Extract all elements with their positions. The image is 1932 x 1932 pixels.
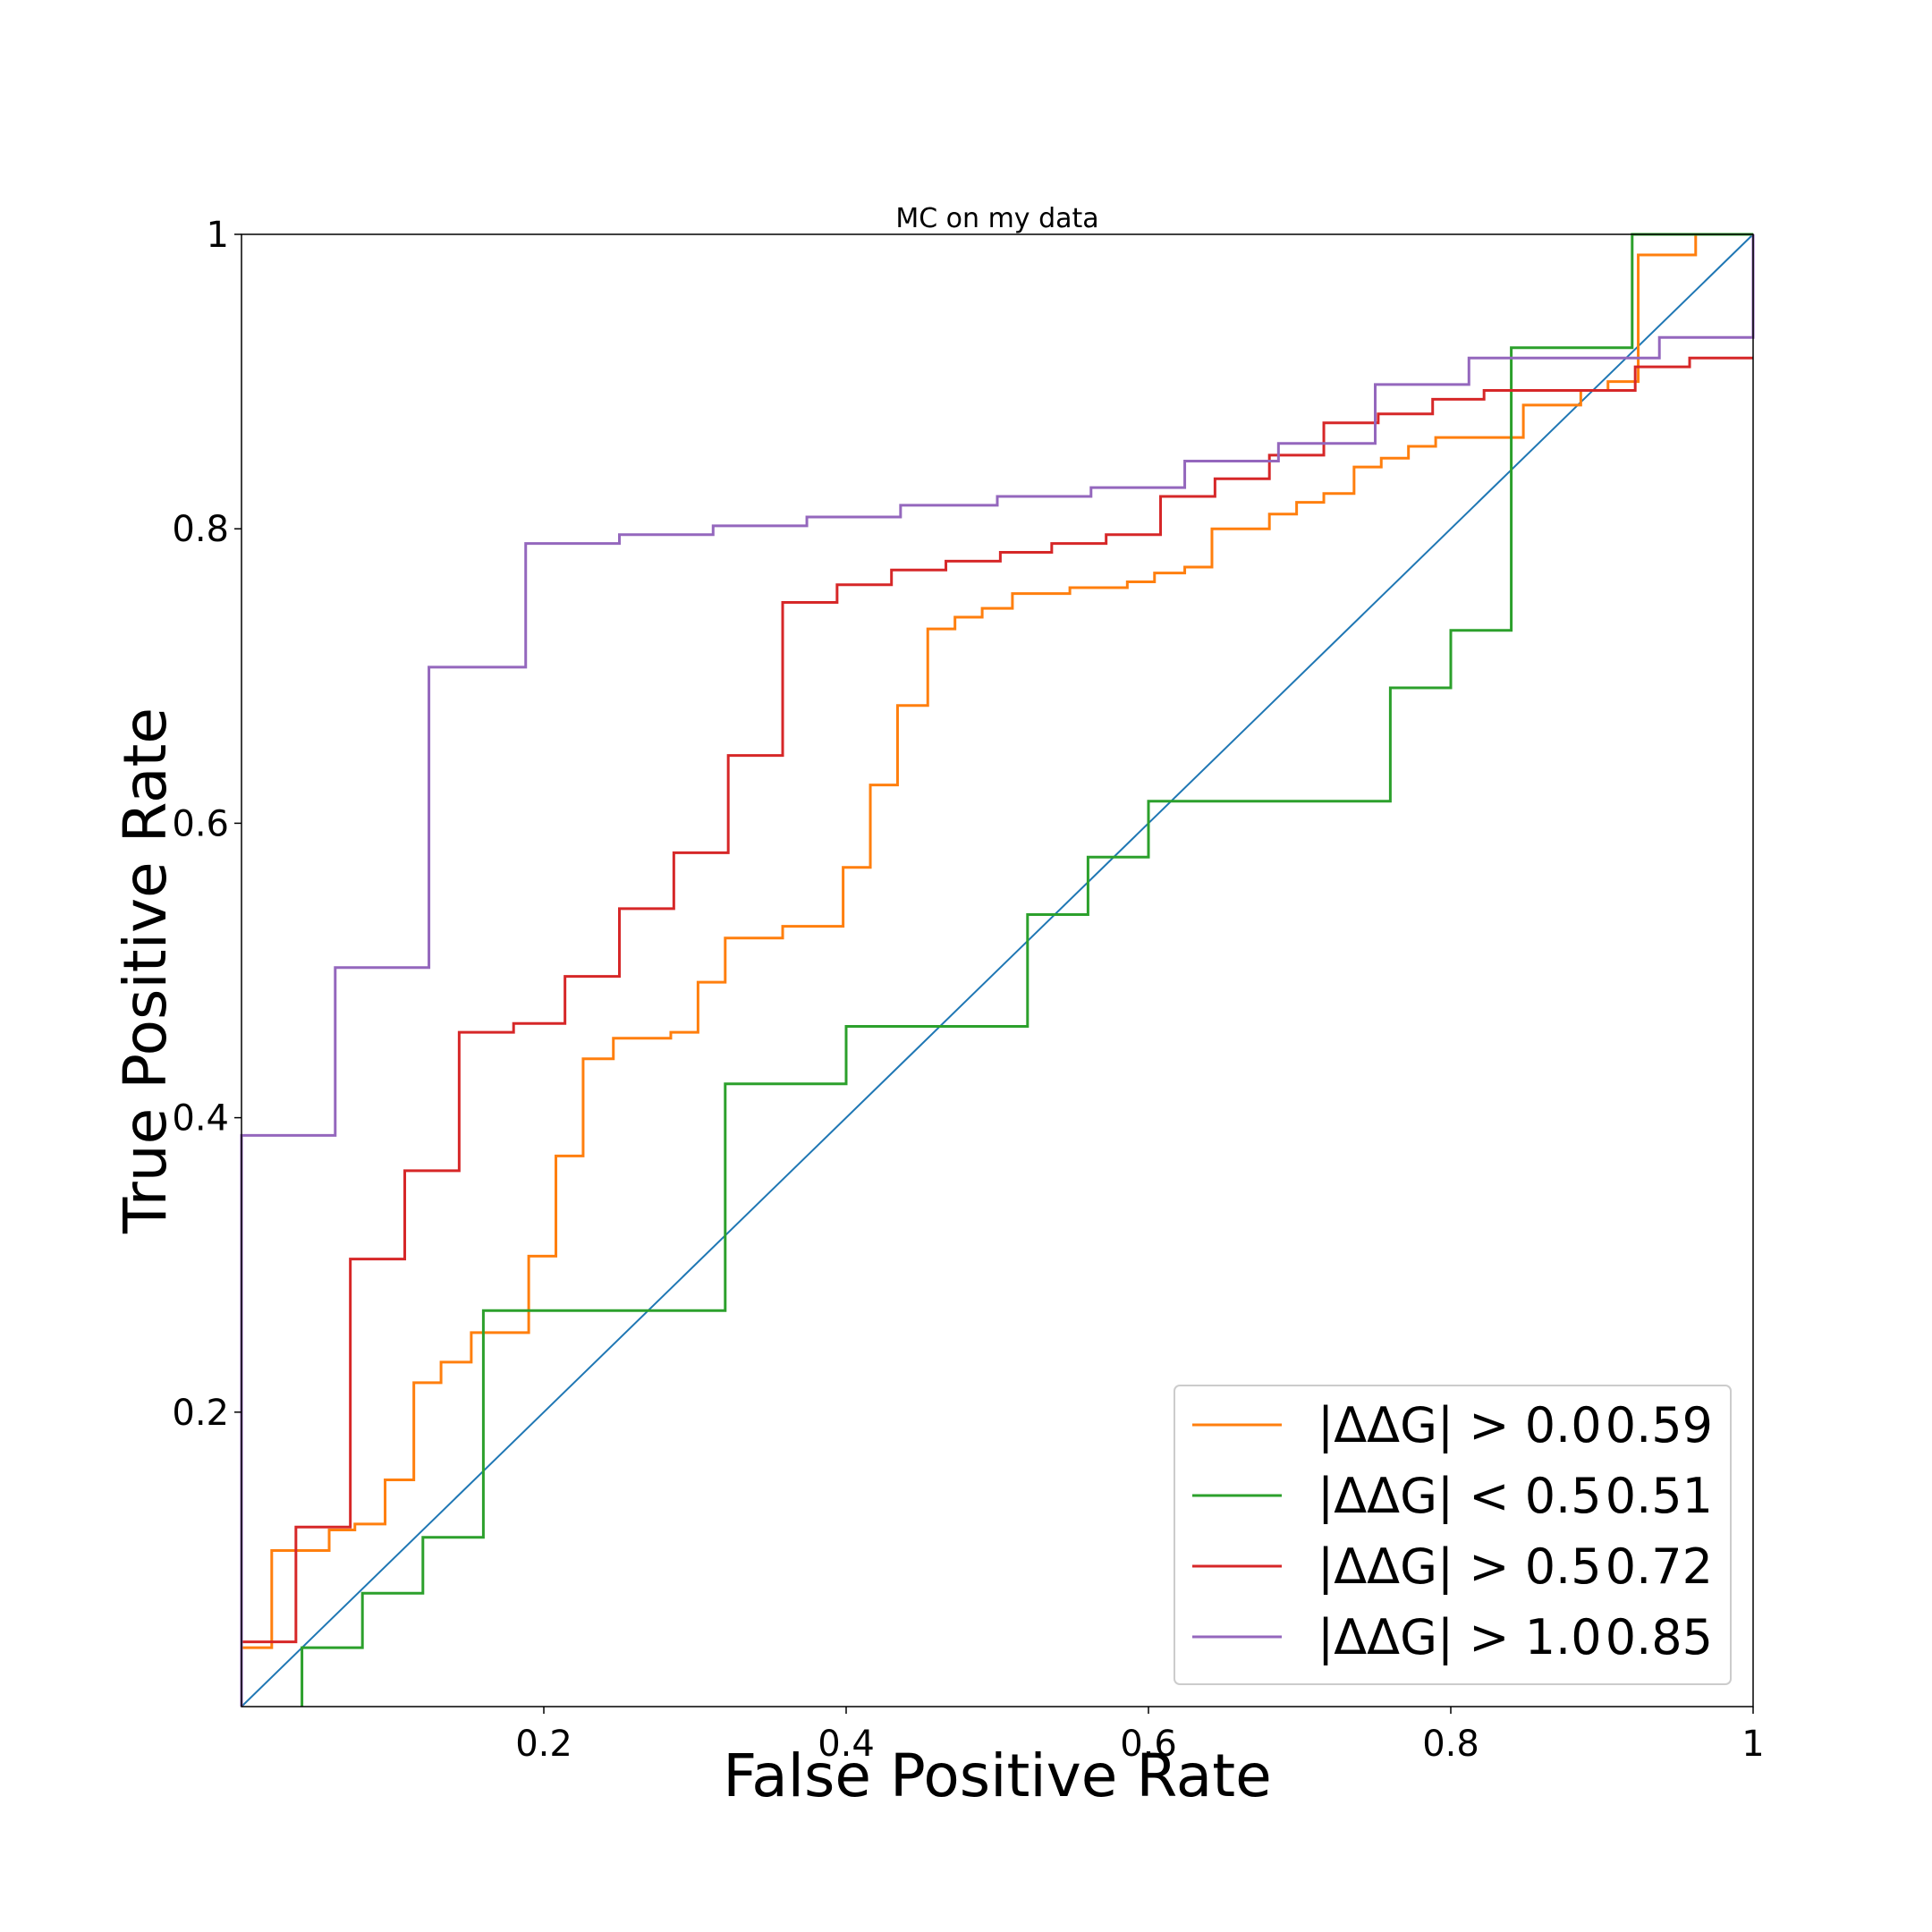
legend-auc-value-1: 0.59 (1606, 1397, 1713, 1453)
roc-series-line-1 (242, 233, 1753, 1649)
x-axis-ticks: 0.2 0.4 0.6 0.8 1 (515, 1707, 1765, 1765)
y-tick-label: 0.4 (172, 1098, 229, 1140)
legend: |ΔΔG| > 0.0 0.59|ΔΔG| < 0.5 0.51|ΔΔG| > 0.… (1174, 1385, 1732, 1685)
x-tick-label: 0.6 (1120, 1724, 1177, 1765)
plot-lines (240, 233, 1755, 1707)
y-tick-label: 0.6 (172, 803, 229, 844)
y-tick-label: 1 (207, 215, 229, 256)
diagonal-reference-line (241, 233, 1754, 1707)
x-tick-label: 1 (1741, 1724, 1764, 1765)
legend-auc-value-4: 0.85 (1606, 1609, 1713, 1665)
legend-box (1174, 1385, 1732, 1685)
x-tick-label: 0.2 (515, 1724, 572, 1765)
x-tick-label: 0.8 (1422, 1724, 1479, 1765)
legend-series-name-1: |ΔΔG| > 0.0 (1318, 1397, 1602, 1453)
y-tick-label: 0.8 (172, 509, 229, 550)
legend-series-name-3: |ΔΔG| > 0.5 (1318, 1538, 1602, 1595)
legend-series-name-2: |ΔΔG| < 0.5 (1318, 1468, 1602, 1524)
chart-title: MC on my data (895, 203, 1098, 234)
legend-auc-value-2: 0.51 (1606, 1468, 1713, 1524)
x-axis-label: False Positive Rate (723, 1741, 1271, 1810)
y-axis-label: True Positive Rate (111, 708, 180, 1234)
roc-series-line-3 (242, 356, 1753, 1644)
roc-series-line-4 (240, 234, 1755, 1707)
roc-series-line-2 (301, 233, 1753, 1707)
legend-auc-value-3: 0.72 (1606, 1538, 1713, 1595)
plot-frame (241, 233, 1754, 1707)
y-axis-ticks: 0.2 0.4 0.6 0.8 1 (172, 215, 242, 1434)
y-tick-label: 0.2 (172, 1393, 229, 1434)
x-tick-label: 0.4 (818, 1724, 875, 1765)
legend-series-name-4: |ΔΔG| > 1.0 (1318, 1609, 1602, 1665)
